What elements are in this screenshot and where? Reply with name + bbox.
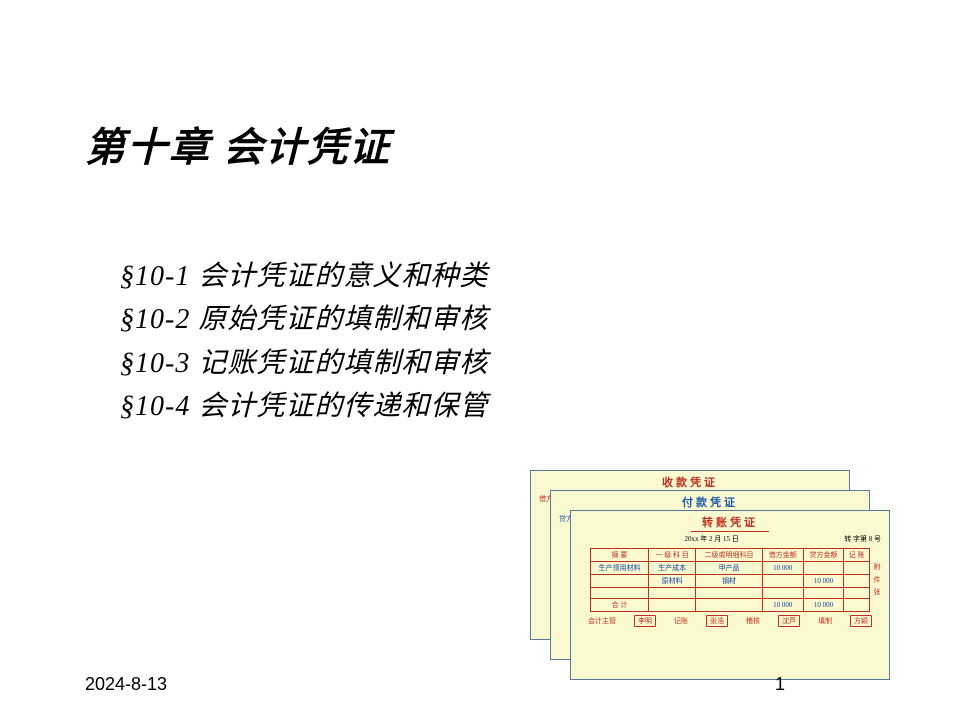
th: 一 级 科 目 (649, 549, 696, 562)
th: 二级或明细科目 (696, 549, 763, 562)
voucher-title: 收款凭证 (531, 471, 849, 490)
td (803, 562, 844, 575)
footer-label: 会计主管 (588, 616, 616, 626)
td: 生产成本 (649, 562, 696, 575)
td: 10 000 (803, 575, 844, 588)
attachment-label: 附 件 张 (871, 561, 883, 599)
footer-stamp: 李明 (634, 615, 656, 627)
footer-stamp: 张浩 (706, 615, 728, 627)
th: 记 账 (844, 549, 870, 562)
footer-stamp: 沈芦 (778, 615, 800, 627)
meta-number: 转 字第 8 号 (844, 534, 881, 544)
meta-date: 20xx 年 2 月 15 日 (685, 534, 739, 544)
td: 原材料 (649, 575, 696, 588)
voucher-illustration: 收款凭证 借方科目：银行存款 20xx 年 2 月 5 日 收 字第 3 号 付… (530, 470, 890, 690)
th: 摘 要 (591, 549, 649, 562)
td-total: 10 000 (803, 599, 844, 612)
voucher-title: 转账凭证 (571, 511, 889, 530)
footer-date: 2024-8-13 (85, 674, 167, 695)
chapter-title: 第十章 会计凭证 (85, 115, 391, 173)
voucher-transfer: 转账凭证 20xx 年 2 月 15 日 转 字第 8 号 摘 要 一 级 科 … (570, 510, 890, 680)
footer-label: 记账 (674, 616, 688, 626)
section-item: §10-4 会计凭证的传递和保管 (120, 385, 488, 428)
section-item: §10-3 记账凭证的填制和审核 (120, 342, 488, 385)
td (844, 562, 870, 575)
td (762, 575, 803, 588)
footer-label: 稽核 (746, 616, 760, 626)
voucher-table: 摘 要 一 级 科 目 二级或明细科目 借方金额 贷方金额 记 账 生产领用材料… (590, 548, 870, 612)
section-item: §10-2 原始凭证的填制和审核 (120, 298, 488, 341)
td (844, 575, 870, 588)
voucher-title: 付款凭证 (551, 491, 869, 510)
td-total: 合 计 (591, 599, 649, 612)
section-item: §10-1 会计凭证的意义和种类 (120, 255, 488, 298)
section-list: §10-1 会计凭证的意义和种类 §10-2 原始凭证的填制和审核 §10-3 … (120, 255, 488, 429)
td: 生产领用材料 (591, 562, 649, 575)
td: 钢材 (696, 575, 763, 588)
footer-page-number: 1 (775, 674, 785, 695)
td-total: 10 000 (762, 599, 803, 612)
td: 甲产品 (696, 562, 763, 575)
voucher-footer: 会计主管 李明 记账 张浩 稽核 沈芦 填制 方颖 (571, 612, 889, 627)
footer-stamp: 方颖 (850, 615, 872, 627)
th: 借方金额 (762, 549, 803, 562)
td (591, 575, 649, 588)
footer-label: 填制 (818, 616, 832, 626)
th: 贷方金额 (803, 549, 844, 562)
td: 10 000 (762, 562, 803, 575)
